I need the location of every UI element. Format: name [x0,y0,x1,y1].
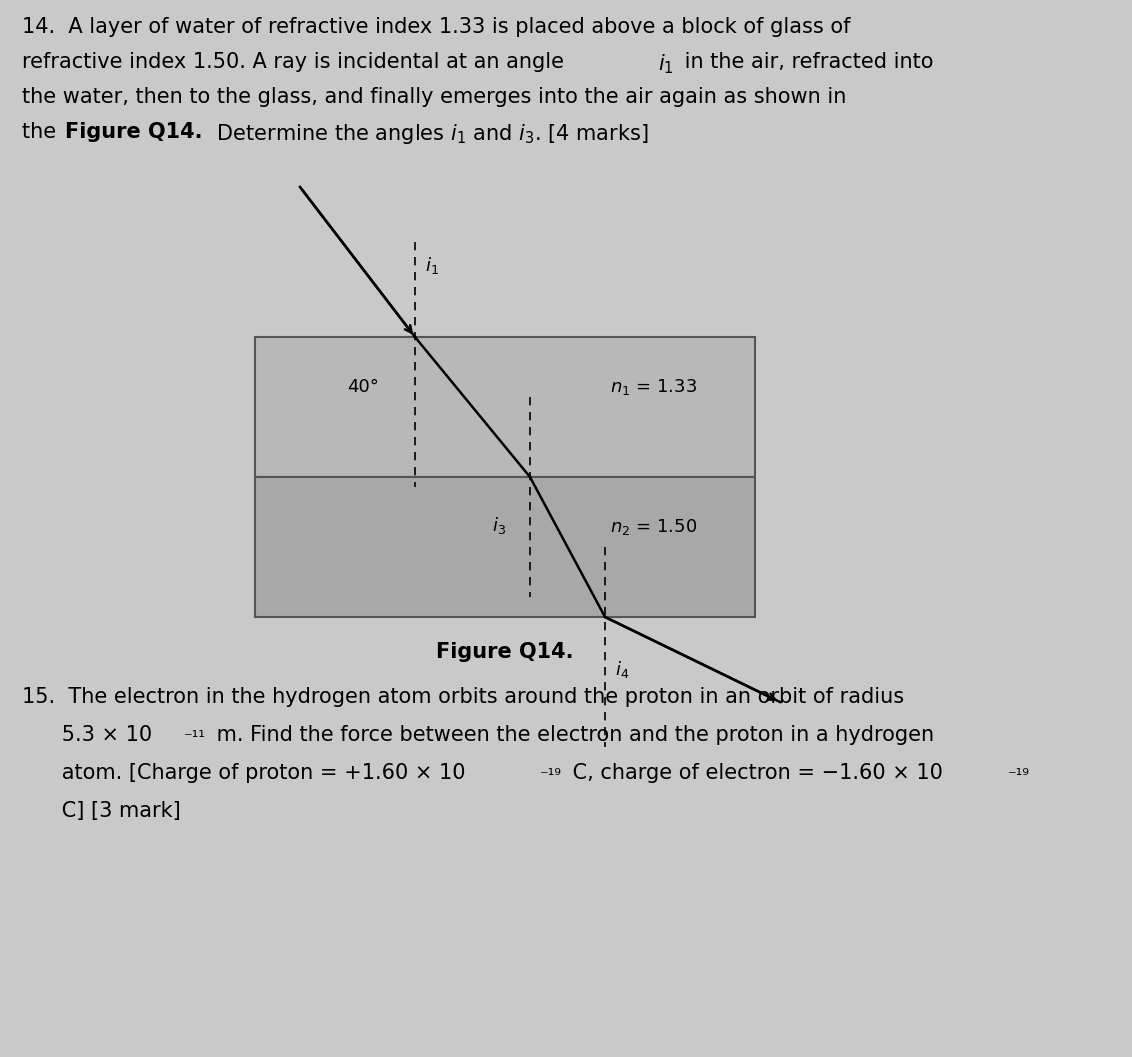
Text: atom. [Charge of proton = +1.60 × 10: atom. [Charge of proton = +1.60 × 10 [22,763,465,783]
Text: the: the [22,122,62,142]
Text: C, charge of electron = −1.60 × 10: C, charge of electron = −1.60 × 10 [566,763,943,783]
Bar [255,477,755,617]
Text: $n_2$ = 1.50: $n_2$ = 1.50 [610,517,697,537]
Text: $i_1$: $i_1$ [658,52,674,76]
Text: 5.3 × 10: 5.3 × 10 [22,725,152,745]
Text: 40°: 40° [348,378,379,396]
Text: Figure Q14.: Figure Q14. [436,642,574,662]
Text: Determine the angles $i_1$ and $i_3$. [4 marks]: Determine the angles $i_1$ and $i_3$. [4… [211,122,649,146]
Text: 15.  The electron in the hydrogen atom orbits around the proton in an orbit of r: 15. The electron in the hydrogen atom or… [22,687,904,707]
Text: Figure Q14.: Figure Q14. [65,122,203,142]
Text: $n_1$ = 1.33: $n_1$ = 1.33 [610,377,697,397]
Text: refractive index 1.50. A ray is incidental at an angle: refractive index 1.50. A ray is incident… [22,52,571,72]
Text: ⁻¹¹: ⁻¹¹ [185,729,206,747]
Text: ⁻¹⁹: ⁻¹⁹ [1007,767,1030,785]
Text: $i_3$: $i_3$ [492,515,506,536]
Text: the water, then to the glass, and finally emerges into the air again as shown in: the water, then to the glass, and finall… [22,87,847,107]
Bar [255,337,755,477]
Text: m. Find the force between the electron and the proton in a hydrogen: m. Find the force between the electron a… [211,725,934,745]
Text: in the air, refracted into: in the air, refracted into [678,52,934,72]
Text: $i_4$: $i_4$ [615,659,629,680]
Text: ⁻¹⁹: ⁻¹⁹ [540,767,561,785]
Text: 14.  A layer of water of refractive index 1.33 is placed above a block of glass : 14. A layer of water of refractive index… [22,17,850,37]
Text: $i_1$: $i_1$ [424,255,439,276]
Text: C] [3 mark]: C] [3 mark] [22,801,181,821]
